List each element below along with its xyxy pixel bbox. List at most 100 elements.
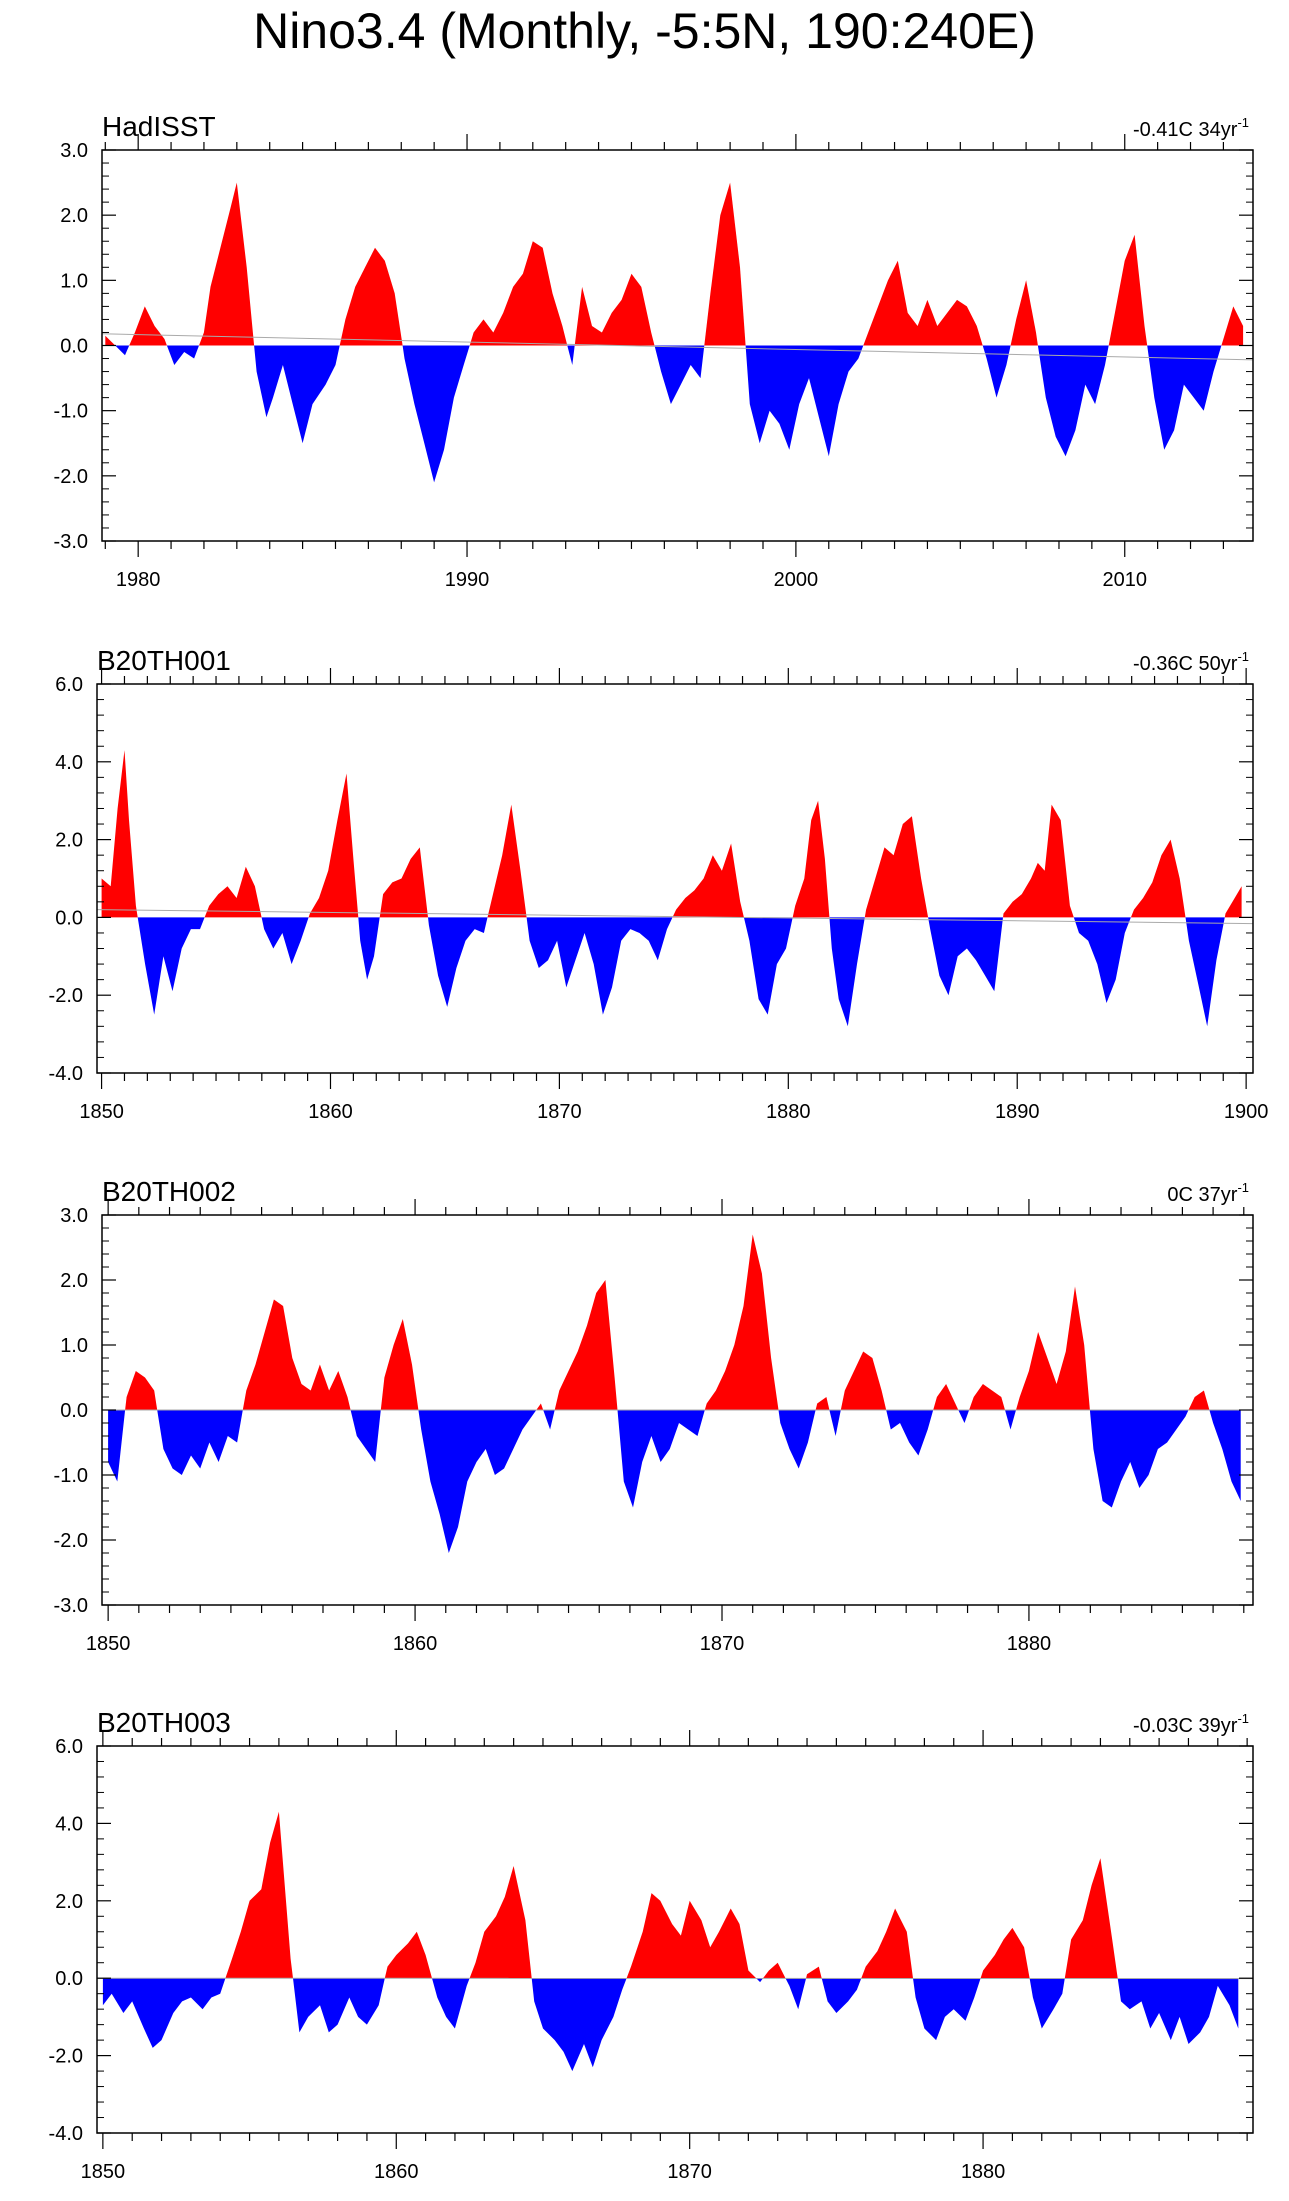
trend-line xyxy=(96,909,1254,925)
positive-anomaly-area-12 xyxy=(792,800,830,918)
positive-anomaly-area-12 xyxy=(704,182,746,346)
negative-anomaly-area-15 xyxy=(982,345,1011,398)
positive-anomaly-area-10 xyxy=(672,843,744,918)
y-tick-label: -2.0 xyxy=(49,985,83,1007)
positive-anomaly-area-6 xyxy=(379,847,428,918)
negative-anomaly-area-13 xyxy=(829,917,865,1027)
negative-anomaly-area-19 xyxy=(1147,345,1222,450)
x-tick-label: 1980 xyxy=(116,569,161,591)
positive-anomaly-area-18 xyxy=(1130,839,1186,918)
x-tick-label: 1860 xyxy=(308,1101,353,1123)
negative-anomaly-area-13 xyxy=(745,345,864,457)
negative-anomaly-area-14 xyxy=(913,1978,981,2041)
negative-anomaly-area-16 xyxy=(886,1410,934,1456)
negative-anomaly-area-9 xyxy=(567,345,575,365)
positive-anomaly-area-14 xyxy=(863,260,983,346)
y-tick-label: 2.0 xyxy=(55,830,83,852)
y-tick-label: 3.0 xyxy=(60,140,88,162)
positive-anomaly-area-20 xyxy=(1221,306,1244,346)
positive-anomaly-area-2 xyxy=(204,866,262,918)
x-tick-label: 1850 xyxy=(79,1101,124,1123)
y-tick-label: 0.0 xyxy=(55,1968,83,1990)
positive-anomaly-area-23 xyxy=(1188,1390,1210,1410)
negative-anomaly-area-6 xyxy=(531,1978,627,2072)
positive-anomaly-area-9 xyxy=(554,1280,618,1410)
panel-b20th002: B20TH002 0C 37yr-1 -3.0 -2.0 -1.0 0.0 1.0 2.0 3.… xyxy=(54,1176,1254,1655)
trend-label: -0.36C 50yr-1 xyxy=(1133,649,1249,675)
negative-anomaly-area-1 xyxy=(115,345,130,356)
y-tick-label: -3.0 xyxy=(54,531,88,553)
y-tick-label: 0.0 xyxy=(60,336,88,358)
y-tick-label: -2.0 xyxy=(49,2046,83,2068)
main-title: Nino3.4 (Monthly, -5:5N, 190:240E) xyxy=(253,3,1036,59)
x-tick-label: 1990 xyxy=(445,569,490,591)
x-tick-label: 1870 xyxy=(700,1633,745,1655)
negative-anomaly-area-3 xyxy=(166,345,199,365)
negative-anomaly-area-22 xyxy=(1089,1410,1189,1508)
y-tick-label: 1.0 xyxy=(60,270,88,292)
negative-anomaly-area-2 xyxy=(293,1978,385,2033)
positive-anomaly-area-15 xyxy=(980,1927,1030,1979)
x-tick-label: 1880 xyxy=(961,2161,1006,2183)
positive-anomaly-area-3 xyxy=(242,1299,351,1410)
y-tick-label: -3.0 xyxy=(54,1595,88,1617)
negative-anomaly-area-2 xyxy=(157,1410,243,1475)
panel-title: B20TH002 xyxy=(102,1176,236,1207)
positive-anomaly-area-9 xyxy=(763,1962,786,1979)
negative-anomaly-area-0 xyxy=(108,1410,126,1482)
negative-anomaly-area-18 xyxy=(1117,1978,1239,2044)
panel-title: HadISST xyxy=(102,111,216,142)
negative-anomaly-area-11 xyxy=(743,917,793,1015)
trend-label: -0.03C 39yr-1 xyxy=(1133,1711,1249,1737)
y-tick-label: 6.0 xyxy=(55,1736,83,1758)
y-tick-label: 4.0 xyxy=(55,752,83,774)
negative-anomaly-area-3 xyxy=(261,917,309,965)
panel-title: B20TH001 xyxy=(97,645,231,676)
positive-anomaly-area-17 xyxy=(933,1384,959,1410)
plot-frame xyxy=(96,683,1254,1074)
negative-anomaly-area-8 xyxy=(756,1978,763,1983)
negative-anomaly-area-20 xyxy=(1005,1410,1016,1430)
y-tick-label: -2.0 xyxy=(54,466,88,488)
negative-anomaly-area-18 xyxy=(958,1410,970,1423)
positive-anomaly-area-4 xyxy=(308,773,359,918)
trend-label: 0C 37yr-1 xyxy=(1167,1180,1249,1206)
positive-anomaly-area-19 xyxy=(969,1384,1005,1410)
trend-line xyxy=(101,333,1254,361)
negative-anomaly-area-24 xyxy=(1209,1410,1241,1501)
positive-anomaly-area-4 xyxy=(199,182,255,346)
x-tick-label: 2000 xyxy=(774,569,819,591)
y-tick-label: 0.0 xyxy=(60,1400,88,1422)
positive-anomaly-area-11 xyxy=(704,1234,779,1410)
negative-anomaly-area-6 xyxy=(418,1410,537,1553)
y-tick-label: 3.0 xyxy=(60,1205,88,1227)
x-tick-label: 1870 xyxy=(537,1101,582,1123)
positive-anomaly-area-6 xyxy=(339,247,403,346)
positive-anomaly-area-16 xyxy=(1003,804,1074,918)
x-tick-label: 1870 xyxy=(667,2161,712,2183)
negative-anomaly-area-12 xyxy=(821,1978,862,2013)
negative-anomaly-area-9 xyxy=(526,917,673,1015)
y-tick-label: -4.0 xyxy=(49,1063,83,1085)
y-tick-label: 2.0 xyxy=(60,205,88,227)
positive-anomaly-area-3 xyxy=(384,1931,432,1979)
negative-anomaly-area-8 xyxy=(543,1410,555,1430)
positive-anomaly-area-18 xyxy=(1108,234,1148,346)
positive-anomaly-area-10 xyxy=(574,273,655,346)
negative-anomaly-area-10 xyxy=(617,1410,705,1508)
positive-anomaly-area-13 xyxy=(861,1908,913,1979)
positive-anomaly-area-0 xyxy=(105,335,116,346)
trend-label: -0.41C 34yr-1 xyxy=(1133,115,1249,141)
x-tick-label: 1850 xyxy=(81,2161,126,2183)
negative-anomaly-area-1 xyxy=(137,917,205,1015)
positive-anomaly-area-17 xyxy=(1064,1858,1118,1979)
x-tick-label: 1890 xyxy=(995,1101,1040,1123)
x-tick-label: 1880 xyxy=(766,1101,811,1123)
positive-anomaly-area-7 xyxy=(536,1403,544,1410)
positive-anomaly-area-20 xyxy=(1224,886,1242,918)
positive-anomaly-area-5 xyxy=(380,1319,419,1410)
positive-anomaly-area-13 xyxy=(815,1397,830,1410)
negative-anomaly-area-11 xyxy=(654,345,705,405)
positive-anomaly-area-7 xyxy=(626,1893,757,1979)
